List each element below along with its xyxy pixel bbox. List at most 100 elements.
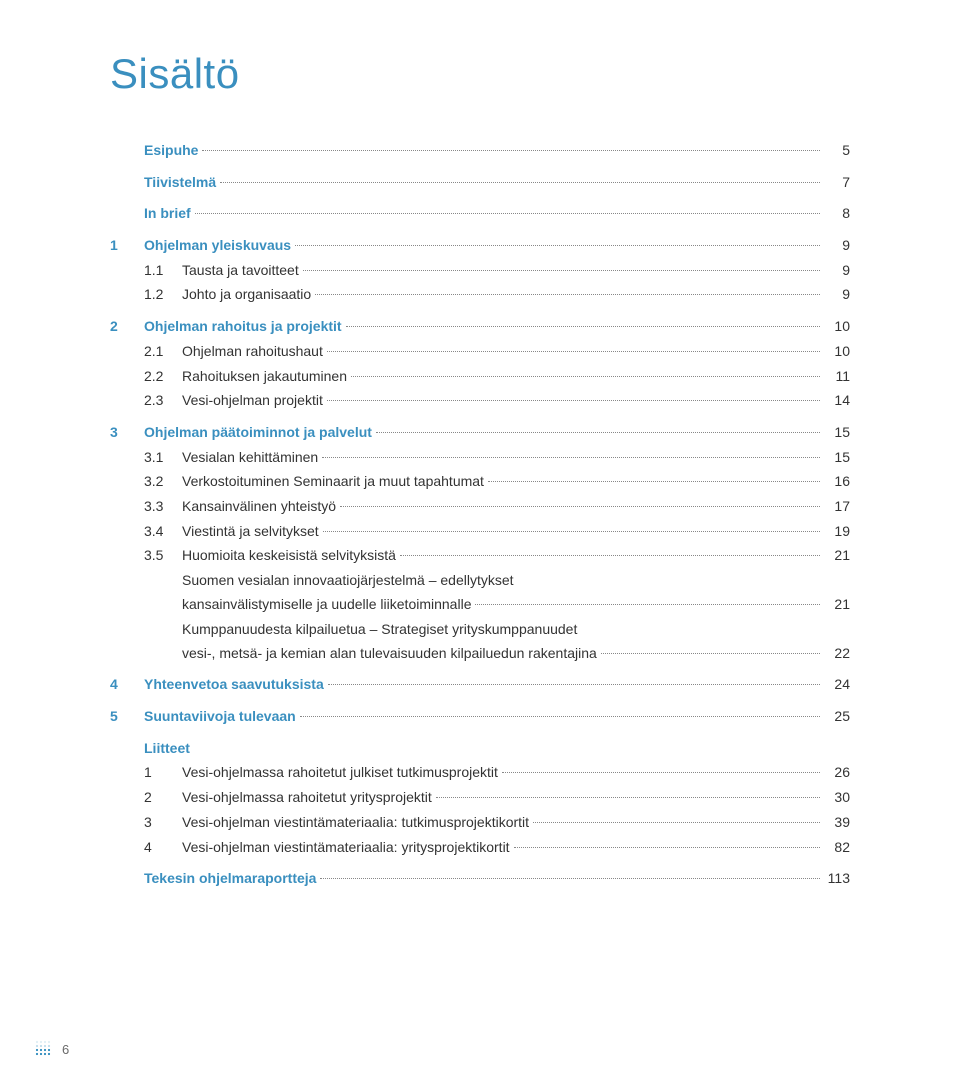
toc-label: Vesialan kehittäminen xyxy=(182,447,318,469)
toc-page: 16 xyxy=(824,471,850,493)
toc-leader xyxy=(351,376,820,377)
toc-title: Sisältö xyxy=(110,50,850,98)
toc-entry-sub: 1.2Johto ja organisaatio9 xyxy=(110,284,850,306)
toc-paragraph-lastline: kansainvälistymiselle ja uudelle liiketo… xyxy=(110,594,850,616)
toc-paragraph-line: Kumppanuudesta kilpailuetua – Strategise… xyxy=(110,619,850,640)
page-footer: 6 xyxy=(34,1039,69,1059)
toc-label: Vesi-ohjelman projektit xyxy=(182,390,323,412)
toc-entry-top: 2Ohjelman rahoitus ja projektit10 xyxy=(110,316,850,338)
toc-gap xyxy=(110,415,850,422)
toc-label: Vesi-ohjelmassa rahoitetut yritysprojekt… xyxy=(182,787,432,809)
toc-leader xyxy=(320,878,820,879)
toc-subnum: 3.4 xyxy=(144,521,182,543)
toc-subnum: 2.1 xyxy=(144,341,182,363)
toc-entry-attachment: 4Vesi-ohjelman viestintämateriaalia: yri… xyxy=(110,837,850,859)
toc-label: Vesi-ohjelman viestintämateriaalia: tutk… xyxy=(182,812,529,834)
toc-leader xyxy=(327,351,820,352)
toc-entry-top: In brief8 xyxy=(110,203,850,225)
toc-page: 15 xyxy=(824,422,850,444)
toc-label: Esipuhe xyxy=(144,140,198,162)
toc-leader xyxy=(322,457,820,458)
toc-leader xyxy=(220,182,820,183)
toc-subnum: 3 xyxy=(144,812,182,834)
toc-leader xyxy=(340,506,820,507)
toc-gap xyxy=(110,699,850,706)
toc-num: 3 xyxy=(110,422,144,444)
toc-leader xyxy=(328,684,820,685)
toc-subnum: 1 xyxy=(144,762,182,784)
toc-entry-sub: 3.5Huomioita keskeisistä selvityksistä21 xyxy=(110,545,850,567)
toc-label: Ohjelman yleiskuvaus xyxy=(144,235,291,257)
toc-entry-top: 3Ohjelman päätoiminnot ja palvelut 15 xyxy=(110,422,850,444)
toc-label: Vesi-ohjelmassa rahoitetut julkiset tutk… xyxy=(182,762,498,784)
toc-num: 4 xyxy=(110,674,144,696)
toc-entry-top: 4Yhteenvetoa saavutuksista 24 xyxy=(110,674,850,696)
toc-label: Verkostoituminen Seminaarit ja muut tapa… xyxy=(182,471,484,493)
toc-subnum: 1.1 xyxy=(144,260,182,282)
toc-entry-top: Tiivistelmä7 xyxy=(110,172,850,194)
toc-paragraph-text: Kumppanuudesta kilpailuetua – Strategise… xyxy=(182,619,577,640)
toc-body: Esipuhe5Tiivistelmä7In brief81Ohjelman y… xyxy=(110,140,850,890)
toc-subnum: 3.5 xyxy=(144,545,182,567)
toc-leader xyxy=(601,653,820,654)
toc-entry-sub: 2.2Rahoituksen jakautuminen11 xyxy=(110,366,850,388)
toc-page: 10 xyxy=(824,316,850,338)
toc-leader xyxy=(295,245,820,246)
toc-page: 14 xyxy=(824,390,850,412)
toc-label: Yhteenvetoa saavutuksista xyxy=(144,674,324,696)
toc-page: 5 xyxy=(824,140,850,162)
toc-entry-top: 5Suuntaviivoja tulevaan 25 xyxy=(110,706,850,728)
toc-entry-sub: 1.1Tausta ja tavoitteet9 xyxy=(110,260,850,282)
toc-entry-sub: 3.2Verkostoituminen Seminaarit ja muut t… xyxy=(110,471,850,493)
toc-entry-sub: 3.1Vesialan kehittäminen 15 xyxy=(110,447,850,469)
toc-label: Johto ja organisaatio xyxy=(182,284,311,306)
toc-label: Ohjelman rahoitus ja projektit xyxy=(144,316,342,338)
toc-page: 9 xyxy=(824,284,850,306)
toc-gap xyxy=(110,228,850,235)
toc-num: 5 xyxy=(110,706,144,728)
toc-paragraph-lastline: vesi-, metsä- ja kemian alan tulevaisuud… xyxy=(110,643,850,665)
toc-gap xyxy=(110,731,850,738)
toc-label: Suuntaviivoja tulevaan xyxy=(144,706,296,728)
toc-leader xyxy=(475,604,820,605)
toc-paragraph-text: kansainvälistymiselle ja uudelle liiketo… xyxy=(182,594,471,615)
toc-page: 24 xyxy=(824,674,850,696)
toc-entry-top: 1Ohjelman yleiskuvaus9 xyxy=(110,235,850,257)
toc-subnum: 4 xyxy=(144,837,182,859)
toc-page: 25 xyxy=(824,706,850,728)
toc-page: 30 xyxy=(824,787,850,809)
toc-paragraph-text: vesi-, metsä- ja kemian alan tulevaisuud… xyxy=(182,643,597,664)
toc-subnum: 2.2 xyxy=(144,366,182,388)
toc-label: Kansainvälinen yhteistyö xyxy=(182,496,336,518)
toc-leader xyxy=(202,150,820,151)
toc-page: 19 xyxy=(824,521,850,543)
toc-page: 15 xyxy=(824,447,850,469)
toc-page: 21 xyxy=(824,594,850,616)
toc-label: Ohjelman päätoiminnot ja palvelut xyxy=(144,422,372,444)
toc-gap xyxy=(110,165,850,172)
toc-entry-top: Tekesin ohjelmaraportteja113 xyxy=(110,868,850,890)
toc-entry-attachment: 2Vesi-ohjelmassa rahoitetut yritysprojek… xyxy=(110,787,850,809)
toc-label: Liitteet xyxy=(144,738,190,760)
toc-page: 10 xyxy=(824,341,850,363)
footer-dot-icon xyxy=(34,1039,54,1059)
toc-entry-sub: 3.4Viestintä ja selvitykset19 xyxy=(110,521,850,543)
toc-label: In brief xyxy=(144,203,191,225)
toc-paragraph-line: Suomen vesialan innovaatiojärjestelmä – … xyxy=(110,570,850,591)
toc-leader xyxy=(323,531,820,532)
toc-leader xyxy=(300,716,820,717)
toc-leader xyxy=(376,432,820,433)
toc-label: Vesi-ohjelman viestintämateriaalia: yrit… xyxy=(182,837,510,859)
toc-gap xyxy=(110,309,850,316)
toc-leader xyxy=(315,294,820,295)
toc-leader xyxy=(488,481,820,482)
toc-leader xyxy=(514,847,820,848)
toc-page: 21 xyxy=(824,545,850,567)
toc-page: 7 xyxy=(824,172,850,194)
toc-gap xyxy=(110,861,850,868)
toc-subnum: 3.1 xyxy=(144,447,182,469)
toc-page: 26 xyxy=(824,762,850,784)
page-number: 6 xyxy=(62,1042,69,1057)
toc-label: Ohjelman rahoitushaut xyxy=(182,341,323,363)
toc-subnum: 2 xyxy=(144,787,182,809)
